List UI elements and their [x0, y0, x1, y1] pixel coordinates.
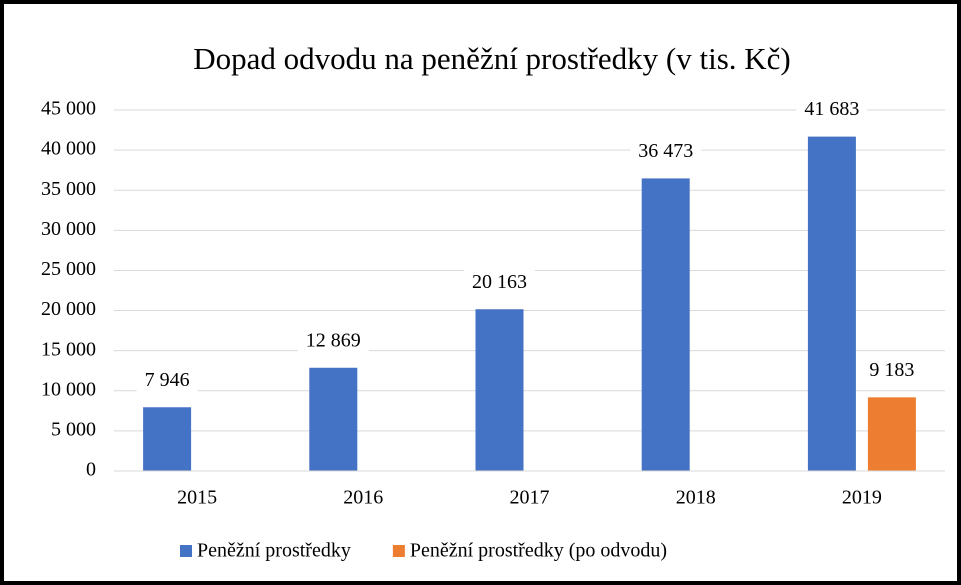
y-tick-label: 25 000	[41, 258, 96, 280]
data-label: 9 183	[869, 359, 914, 381]
bar	[143, 407, 192, 471]
data-label-bg	[630, 135, 702, 166]
chart-title: Dopad odvodu na peněžní prostředky (v ti…	[193, 41, 790, 76]
data-label-bg	[136, 364, 198, 395]
x-tick-label: 2019	[842, 487, 882, 509]
y-tick-label: 10 000	[41, 378, 96, 400]
data-label: 7 946	[145, 369, 190, 391]
y-tick-label: 15 000	[41, 338, 96, 360]
data-label-bg	[464, 266, 535, 297]
bar	[807, 136, 856, 471]
data-label: 36 473	[638, 140, 693, 162]
bar	[475, 309, 524, 471]
y-tick-label: 5 000	[51, 418, 96, 440]
data-label-bg	[297, 325, 369, 356]
data-label: 12 869	[306, 329, 361, 351]
y-tick-label: 30 000	[41, 218, 96, 240]
bar	[867, 397, 916, 471]
data-label: 41 683	[804, 98, 859, 120]
y-tick-label: 35 000	[41, 178, 96, 200]
bar	[309, 367, 358, 471]
data-label-bg	[796, 94, 868, 125]
legend-swatch	[392, 545, 405, 557]
legend-label: Peněžní prostředky (po odvodu)	[410, 540, 667, 562]
y-tick-label: 40 000	[41, 138, 96, 160]
bar	[641, 178, 690, 471]
x-tick-label: 2015	[177, 487, 217, 509]
x-tick-label: 2017	[510, 487, 550, 509]
data-label-bg	[861, 354, 923, 385]
y-tick-label: 20 000	[41, 298, 96, 320]
y-tick-label: 0	[86, 459, 96, 481]
y-tick-label: 45 000	[41, 98, 96, 120]
legend-swatch	[180, 545, 192, 557]
data-label: 20 163	[472, 271, 527, 293]
x-tick-label: 2018	[676, 487, 716, 509]
legend-label: Peněžní prostředky	[197, 540, 351, 562]
x-tick-label: 2016	[343, 487, 383, 509]
